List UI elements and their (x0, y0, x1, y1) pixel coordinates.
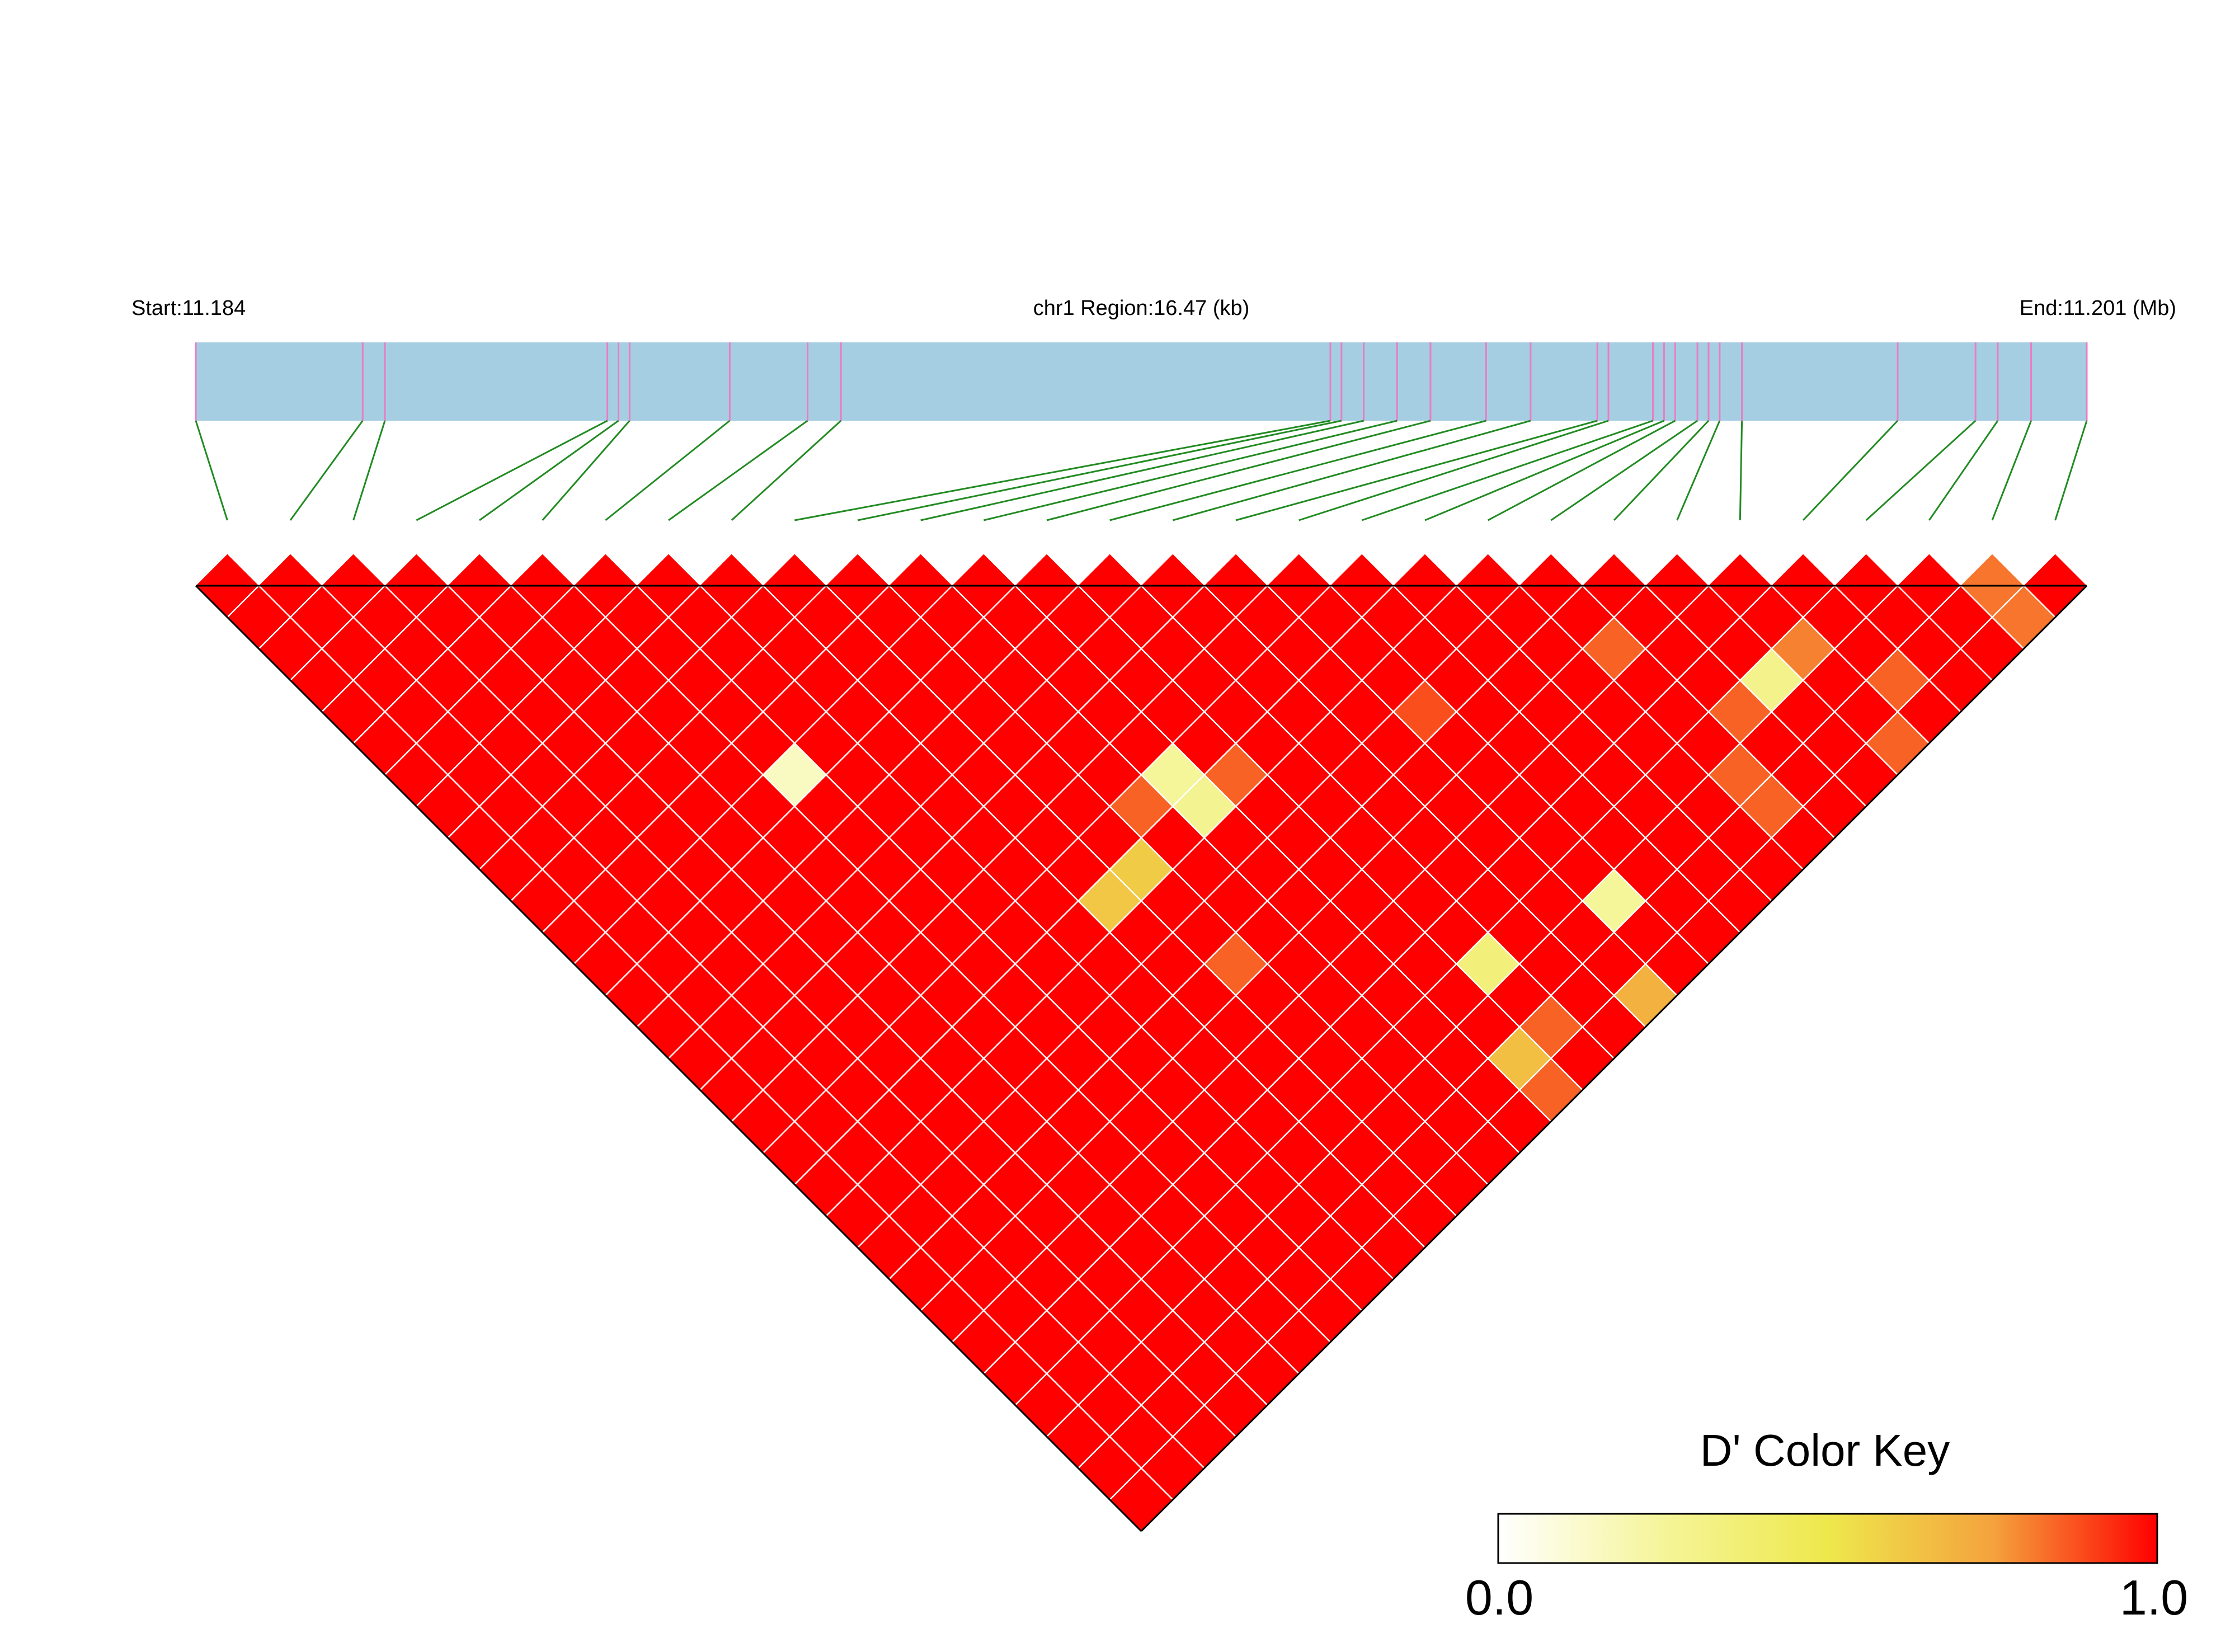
snp-connector (1172, 420, 1531, 521)
snp-connector (542, 420, 630, 521)
snp-connector (1487, 420, 1676, 521)
triangle-right-edge (1140, 585, 2088, 1532)
connector-layer (195, 420, 2088, 521)
snp-connector (857, 420, 1342, 521)
snp-connector (479, 420, 619, 521)
snp-connector (1424, 420, 1665, 521)
snp-connector (1613, 420, 1710, 521)
snp-connector (2054, 420, 2088, 521)
color-key-bar (1497, 1513, 2158, 1564)
snp-marker-layer (195, 342, 2088, 421)
snp-connector (352, 420, 386, 521)
end-label: End:11.201 (Mb) (2020, 296, 2176, 320)
snp-connector (416, 420, 608, 521)
snp-connector (289, 420, 364, 521)
color-key-min-label: 0.0 (1465, 1570, 1533, 1625)
snp-connector (1235, 420, 1598, 521)
snp-connector (1865, 420, 1977, 521)
ld-cell-layer (226, 585, 2057, 1532)
snp-connector (1739, 420, 1743, 521)
snp-connector (794, 420, 1331, 521)
triangle-left-edge (195, 585, 1142, 1532)
snp-connector (983, 420, 1398, 521)
snp-connector (1046, 420, 1431, 521)
snp-connector (731, 420, 842, 521)
snp-connector (1991, 420, 2032, 521)
snp-connector (1676, 420, 1721, 521)
snp-connector (1802, 420, 1899, 521)
region-label: chr1 Region:16.47 (kb) (1033, 296, 1250, 320)
color-key-title: D' Color Key (1700, 1425, 1950, 1475)
region-bar (196, 342, 2087, 421)
color-key-max-label: 1.0 (2120, 1570, 2188, 1625)
snp-connector (605, 420, 731, 521)
snp-connector (668, 420, 808, 521)
snp-connector (195, 420, 228, 521)
snp-connector (1298, 420, 1609, 521)
start-label: Start:11.184 (131, 296, 246, 320)
triangle-outline (195, 585, 2088, 1532)
snp-connector (1361, 420, 1654, 521)
snp-connector (1109, 420, 1486, 521)
snp-connector (920, 420, 1364, 521)
snp-connector (1928, 420, 1999, 521)
snp-connector (1550, 420, 1698, 521)
